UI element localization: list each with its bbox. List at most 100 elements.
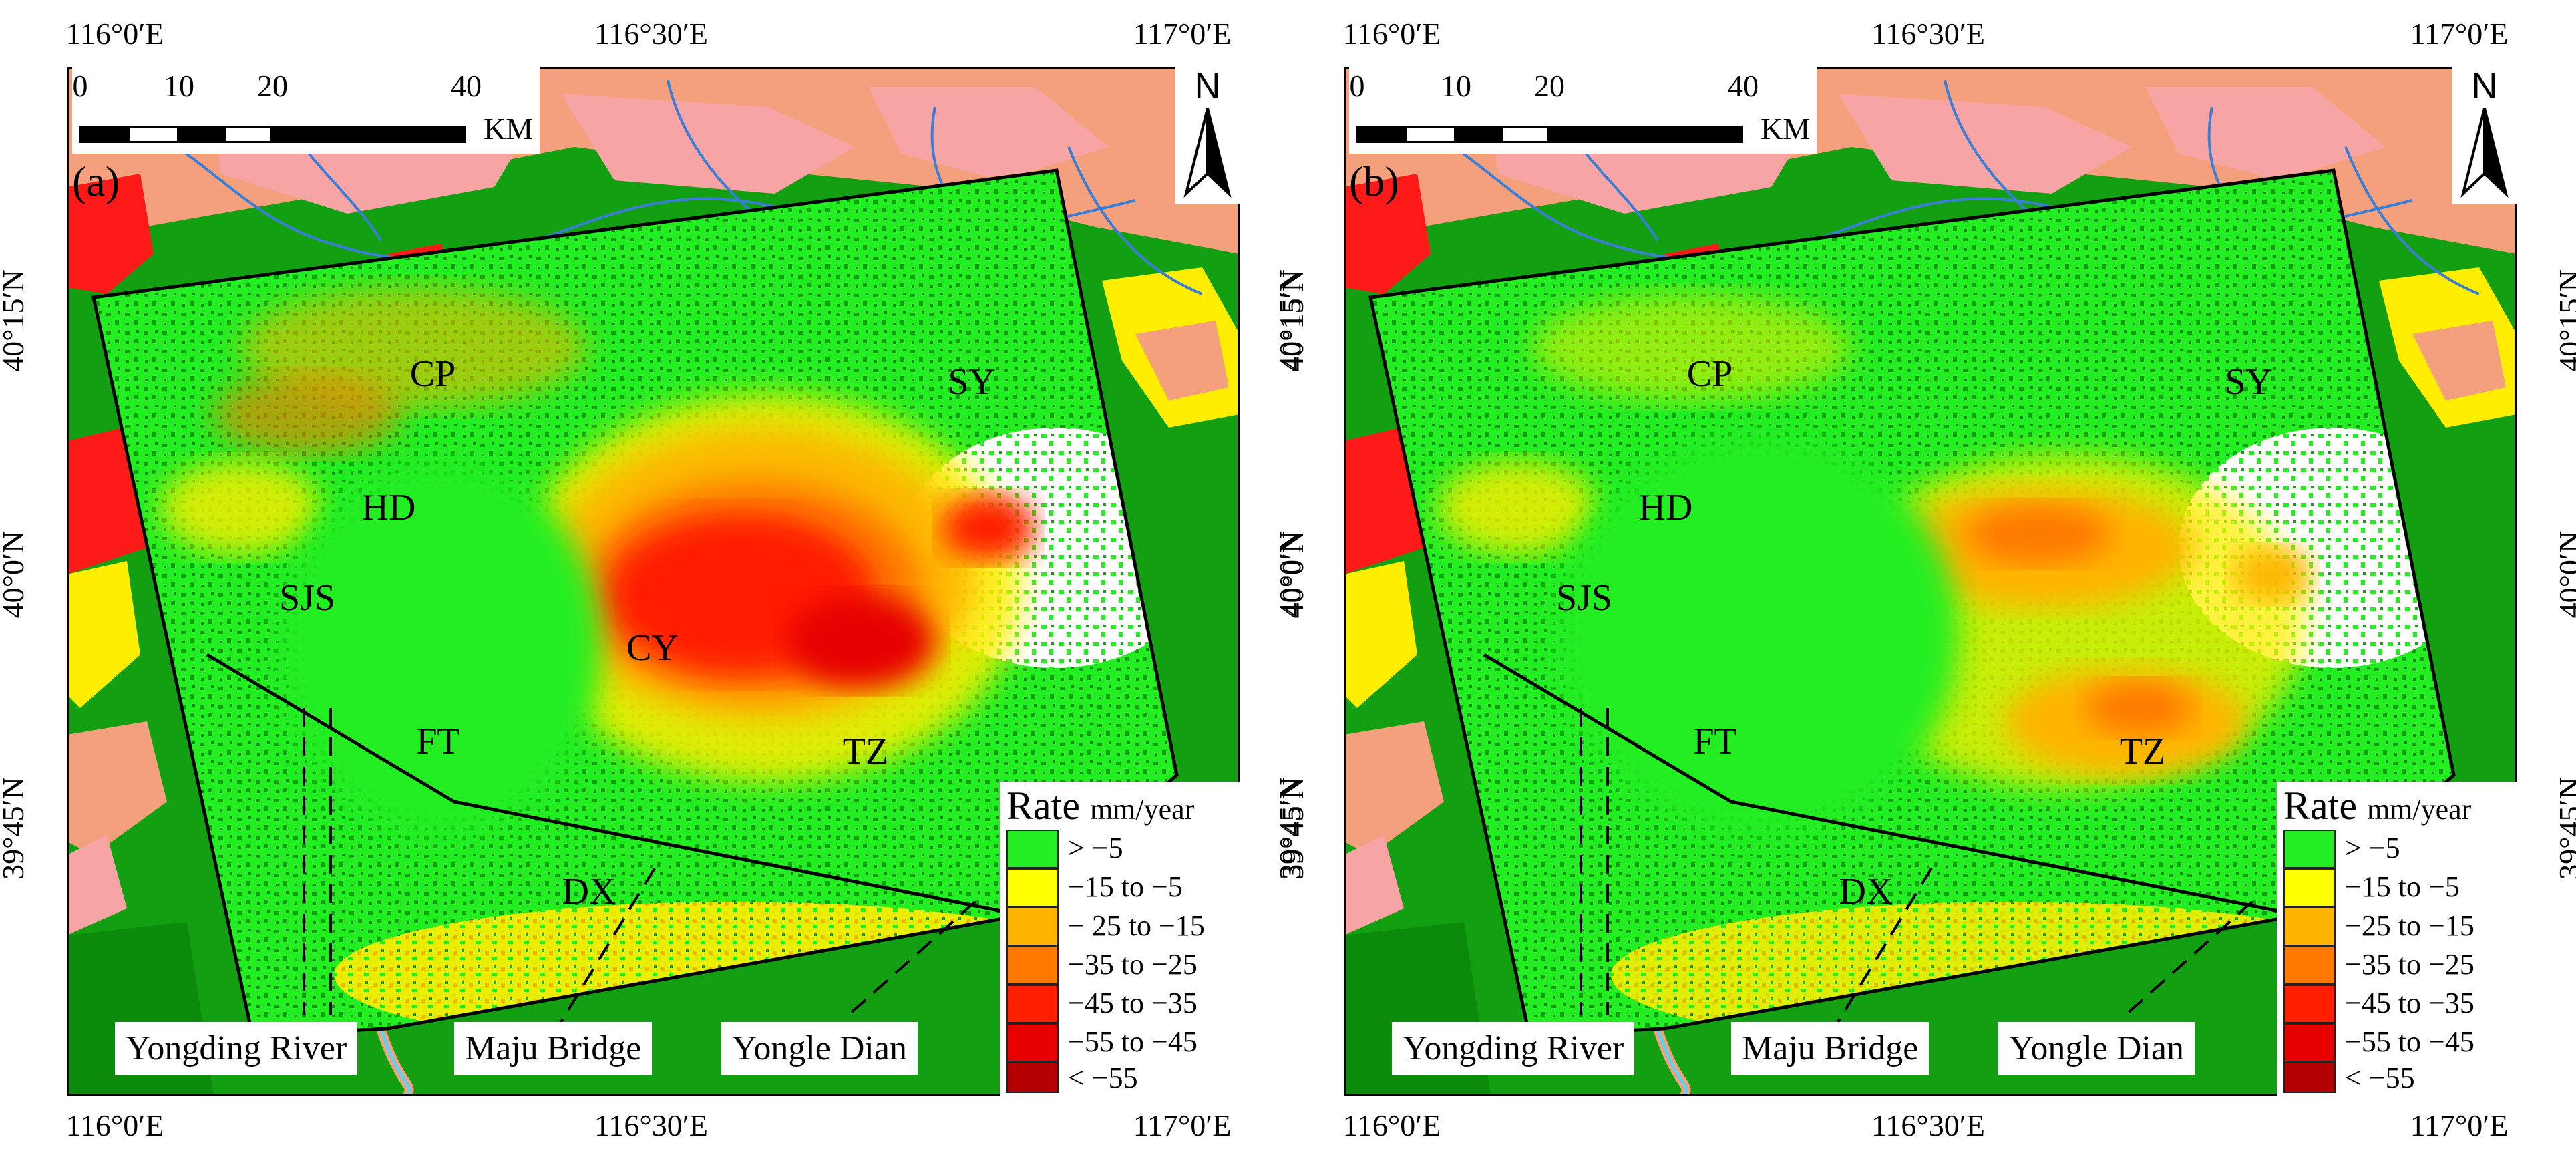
district-sy: SY (948, 361, 996, 403)
legend-item: > −5 (2283, 830, 2514, 868)
panel-label-b: (b) (1349, 158, 1399, 205)
legend-label: > −5 (1068, 832, 1123, 864)
scale-tick-10: 10 (1441, 69, 1471, 103)
map-panel-a: 116°0′E 116°30′E 117°0′E 116°0′E 116°30′… (0, 19, 1310, 1141)
place-yongle-dian: Yongle Dian (1998, 1022, 2195, 1075)
scale-tick-20: 20 (1534, 69, 1565, 103)
deformation-area-b (1370, 170, 2454, 1035)
district-sy: SY (2225, 361, 2273, 403)
pink-sw (1344, 835, 1404, 935)
legend-swatch (2283, 830, 2336, 868)
place-yongle-dian: Yongle Dian (721, 1022, 918, 1075)
district-boundary-a (206, 653, 1023, 917)
legend-item: −25 to −15 (2283, 907, 2514, 946)
tick-top-3: 117°0′E (2410, 17, 2509, 51)
north-pink-2 (1838, 94, 2132, 194)
north-arrow-b: N (2452, 67, 2517, 204)
north-arrow-icon (1183, 108, 1232, 198)
scale-tick-40: 40 (1728, 69, 1759, 103)
tick-left-2: 40°0′N (0, 530, 30, 619)
legend-item: −55 to −45 (2283, 1023, 2514, 1062)
legend-swatch (1006, 1023, 1059, 1062)
tick-bottom-3: 117°0′E (2410, 1108, 2509, 1142)
map-frame-a (67, 67, 1240, 1096)
legend-swatch (2283, 868, 2336, 907)
legend-title: Rate mm/year (2283, 786, 2471, 826)
tick-top-1: 116°0′E (65, 17, 164, 51)
legend-item: − 25 to −15 (1006, 907, 1237, 946)
scale-tick-40: 40 (451, 69, 482, 103)
legend-label: < −55 (1068, 1061, 1138, 1094)
scale-segment (271, 126, 466, 143)
district-cp: CP (1686, 353, 1733, 395)
place-yongding-river: Yongding River (1392, 1022, 1635, 1075)
north-pink-3 (2145, 87, 2386, 180)
tick-left-1: 40°15′N (1273, 269, 1307, 372)
north-label: N (2471, 66, 2498, 106)
north-pink-2 (561, 94, 855, 194)
salmon-east (2412, 321, 2506, 401)
scale-segment (178, 126, 226, 143)
legend-unit: mm/year (2366, 793, 2472, 826)
legend-swatch (1006, 1062, 1059, 1093)
legend-item: −45 to −35 (1006, 985, 1237, 1023)
tick-top-2: 116°30′E (1871, 17, 1985, 51)
legend-swatch (1006, 907, 1059, 946)
legend-item: −55 to −45 (1006, 1023, 1237, 1062)
legend-label: −15 to −5 (1068, 870, 1183, 903)
legend-item: > −5 (1006, 830, 1237, 868)
legend-label: −35 to −25 (1068, 948, 1198, 981)
place-yongding-river: Yongding River (115, 1022, 358, 1075)
legend-label: −15 to −5 (2345, 870, 2460, 903)
north-pink-3 (868, 87, 1109, 180)
legend-unit: mm/year (1089, 793, 1195, 826)
scale-segment (1501, 126, 1549, 143)
district-sjs: SJS (279, 577, 336, 619)
pink-sw (67, 835, 127, 935)
legend-swatch (1006, 830, 1059, 868)
legend-item: −15 to −5 (2283, 868, 2514, 907)
legend-label: −25 to −15 (2345, 909, 2474, 942)
tick-left-3: 39°45′N (1273, 777, 1307, 880)
scale-segment (224, 126, 272, 143)
legend-b: Rate mm/year > −5 −15 to −5 −25 to −15 −… (2277, 782, 2517, 1096)
scale-bar-b: 0 10 20 40 KM (1349, 67, 1817, 154)
legend-label: −55 to −45 (1068, 1025, 1198, 1058)
map-frame-b (1344, 67, 2517, 1096)
north-label: N (1194, 66, 1221, 106)
district-boundary-b (1483, 653, 2299, 917)
salmon-sw (1344, 721, 1444, 855)
legend-item: < −55 (2283, 1062, 2514, 1093)
map-canvas-a (67, 67, 1240, 1096)
legend-a: Rate mm/year > −5 −15 to −5 − 25 to −15 … (1000, 782, 1240, 1096)
legend-swatch (2283, 907, 2336, 946)
legend-label: −45 to −35 (1068, 987, 1198, 1019)
scale-tick-20: 20 (257, 69, 288, 103)
district-dx: DX (562, 871, 616, 913)
district-dx: DX (1839, 871, 1893, 913)
legend-title-text: Rate (2283, 784, 2357, 828)
legend-title: Rate mm/year (1006, 786, 1194, 826)
tick-bottom-3: 117°0′E (1133, 1108, 1232, 1142)
scale-tick-0: 0 (72, 69, 88, 103)
tick-right-2: 40°0′N (2553, 530, 2576, 619)
legend-swatch (1006, 985, 1059, 1023)
place-maju-bridge: Maju Bridge (1731, 1022, 1929, 1075)
legend-title-text: Rate (1006, 784, 1080, 828)
salmon-east (1135, 321, 1229, 401)
map-panel-b: 116°0′E 116°30′E 117°0′E 116°0′E 116°30′… (1273, 19, 2576, 1141)
scale-segment (128, 126, 179, 143)
tick-bottom-2: 116°30′E (594, 1108, 708, 1142)
district-cp: CP (409, 353, 456, 395)
legend-item: < −55 (1006, 1062, 1237, 1093)
panel-label-a: (a) (72, 158, 120, 205)
scale-segment (1405, 126, 1456, 143)
district-hd: HD (1638, 487, 1693, 528)
district-tz: TZ (842, 731, 889, 772)
legend-swatch (2283, 1062, 2336, 1093)
legend-swatch (2283, 1023, 2336, 1062)
yellow-west (1344, 561, 1417, 708)
tick-top-2: 116°30′E (594, 17, 708, 51)
legend-swatch (1006, 868, 1059, 907)
salmon-sw (67, 721, 167, 855)
